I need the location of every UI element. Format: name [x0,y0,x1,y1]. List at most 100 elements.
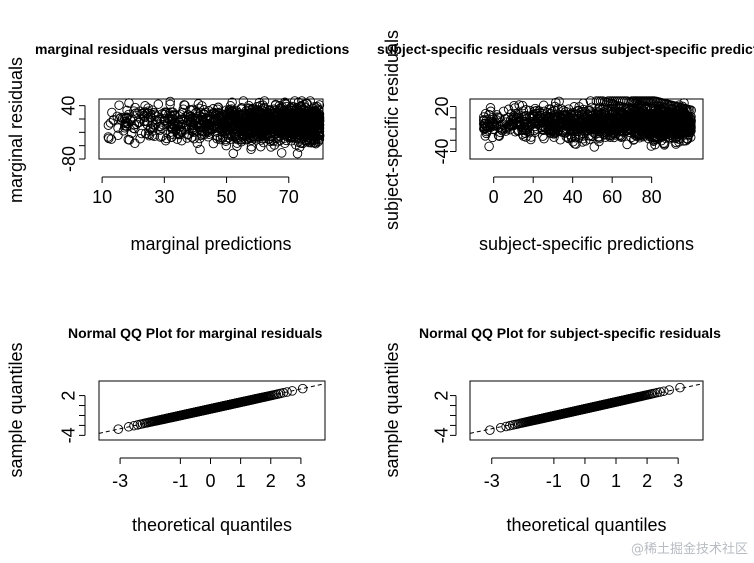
data-point [517,100,528,111]
data-point [509,110,519,121]
data-point [501,421,511,432]
data-point [217,117,227,127]
data-point [578,104,589,115]
y-axis-label: subject-specific residuals [382,30,402,230]
data-point [276,128,287,138]
points [485,382,685,435]
x-axis-label: theoretical quantiles [506,515,666,535]
data-point [481,121,492,132]
data-point [130,102,140,113]
x-tick-label: 0 [580,471,590,491]
data-point [550,127,560,137]
data-point [608,119,618,129]
data-point [600,109,610,119]
data-point [291,119,301,129]
x-tick-label: -1 [546,471,562,491]
data-point [592,123,603,134]
points [113,383,308,434]
data-point [158,120,168,130]
data-point [485,103,496,113]
data-point [584,134,595,144]
data-point [172,119,182,130]
data-point [292,148,303,159]
data-point [685,132,696,143]
data-point [147,126,158,136]
data-point [266,142,276,152]
data-point [282,108,292,118]
data-point [595,125,606,135]
y-tick-label: -4 [432,427,452,443]
data-point [300,122,310,133]
panel-4: Normal QQ Plot for subject-specific resi… [382,325,721,535]
data-point [147,105,158,115]
y-tick-label: -4 [59,427,79,443]
data-point [243,100,254,111]
data-point [123,422,134,432]
data-point [686,119,696,130]
y-axis-label: sample quantiles [6,342,26,477]
data-point [508,116,519,127]
data-point [530,127,540,138]
qq-reference-line [98,383,326,434]
data-point [139,116,149,127]
x-axis-label: subject-specific predictions [479,234,694,254]
plot-title: Normal QQ Plot for subject-specific resi… [419,325,721,341]
data-point [285,133,296,143]
data-point [307,108,318,118]
data-point [169,116,180,127]
data-point [108,115,119,125]
data-point [154,121,164,132]
data-point [150,111,160,121]
data-point [114,100,124,110]
data-point [279,123,290,133]
data-point [569,139,580,149]
data-point [113,424,124,434]
data-point [550,101,560,112]
data-point [280,138,290,149]
data-point [508,114,519,124]
data-point [659,386,669,396]
points [479,96,696,152]
data-point [593,110,604,120]
data-point [521,132,531,142]
data-point [497,126,508,136]
data-point [259,106,270,117]
data-point [578,98,589,109]
data-point [495,422,506,433]
x-tick-label: 80 [642,187,662,207]
data-point [245,132,256,142]
data-point [287,386,297,396]
data-point [683,126,694,137]
data-point [580,121,590,131]
data-point [605,109,615,119]
plot-title: subject-specific residuals versus subjec… [377,41,754,57]
data-point [487,132,498,143]
data-point [309,130,319,140]
x-tick-label: -1 [172,471,188,491]
data-point [282,114,292,124]
data-point [282,387,292,397]
data-point [594,136,604,147]
data-point [197,101,207,111]
data-point [184,115,194,125]
y-axis-label: sample quantiles [382,342,402,477]
data-point [481,126,492,137]
data-point [540,111,551,122]
data-point [479,124,489,134]
data-point [268,136,279,146]
x-tick-label: 0 [205,471,215,491]
x-tick-label: 60 [602,187,622,207]
data-point [225,134,236,144]
data-point [179,100,189,110]
data-point [641,124,651,135]
data-point [558,111,569,121]
data-point [310,107,320,117]
data-point [210,116,220,127]
data-point [681,135,691,146]
data-point [578,114,588,124]
x-tick-label: 30 [154,187,174,207]
data-point [627,120,638,131]
data-point [265,136,276,147]
data-point [167,113,178,124]
y-tick-label: 20 [432,96,452,116]
